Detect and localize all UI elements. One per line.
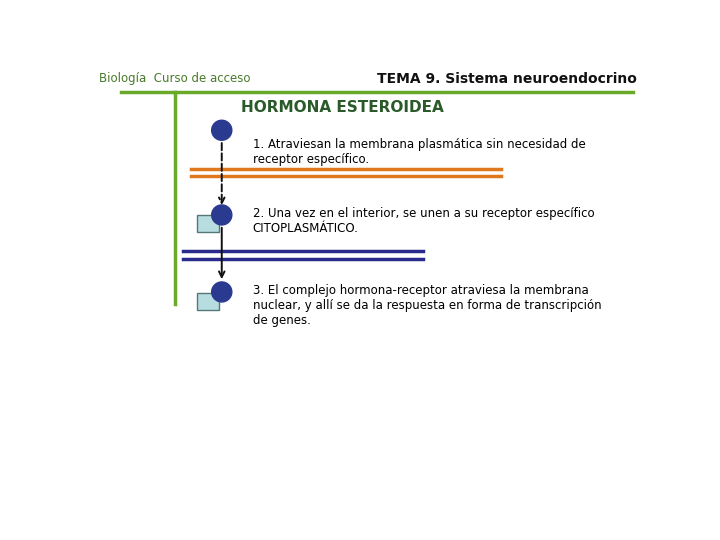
Circle shape bbox=[212, 282, 232, 302]
Text: 1. Atraviesan la membrana plasmática sin necesidad de
receptor específico.: 1. Atraviesan la membrana plasmática sin… bbox=[253, 138, 585, 166]
Bar bbox=[197, 215, 219, 232]
Bar bbox=[197, 294, 219, 310]
Text: TEMA 9. Sistema neuroendocrino: TEMA 9. Sistema neuroendocrino bbox=[377, 72, 636, 86]
Text: HORMONA ESTEROIDEA: HORMONA ESTEROIDEA bbox=[241, 100, 444, 115]
Text: Biología  Curso de acceso: Biología Curso de acceso bbox=[99, 72, 251, 85]
Circle shape bbox=[212, 205, 232, 225]
Text: 2. Una vez en el interior, se unen a su receptor específico
CITOPLASMÁTICO.: 2. Una vez en el interior, se unen a su … bbox=[253, 207, 595, 235]
Text: 3. El complejo hormona-receptor atraviesa la membrana
nuclear, y allí se da la r: 3. El complejo hormona-receptor atravies… bbox=[253, 284, 601, 327]
Circle shape bbox=[212, 120, 232, 140]
